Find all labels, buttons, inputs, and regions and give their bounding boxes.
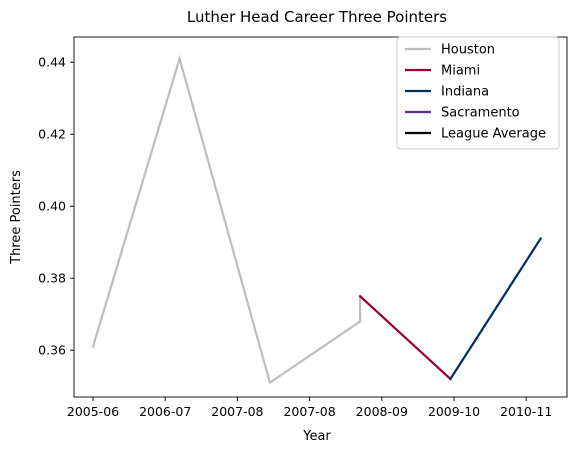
y-tick-label: 0.44 — [38, 55, 66, 70]
series-layer — [91, 54, 543, 385]
series-line-houston — [91, 54, 362, 385]
x-axis-label: Year — [302, 429, 331, 444]
x-tick-label: 2006-07 — [139, 404, 191, 419]
legend-label: Miami — [441, 64, 480, 79]
legend-label: Indiana — [441, 85, 489, 100]
x-tick-label: 2008-09 — [356, 404, 408, 419]
x-tick-label: 2010-11 — [500, 404, 552, 419]
legend: Houston Miami Indiana Sacramento League Aver… — [396, 36, 560, 150]
y-tick-label: 0.42 — [38, 127, 66, 142]
y-tick-label: 0.40 — [38, 199, 66, 214]
series-line-miami — [358, 294, 452, 381]
plot-frame — [73, 36, 568, 398]
x-axis: 2005-06 2006-07 2007-08 2007-08 2008-09 2009-… — [67, 397, 552, 419]
x-tick-label: 2005-06 — [67, 404, 119, 419]
series-line-indiana — [448, 237, 543, 381]
legend-label: League Average — [441, 127, 546, 142]
y-tick-label: 0.36 — [38, 343, 66, 358]
legend-label: Houston — [441, 43, 495, 58]
x-tick-label: 2007-08 — [211, 404, 263, 419]
y-axis-label: Three Pointers — [9, 170, 24, 265]
chart-title: Luther Head Career Three Pointers — [187, 8, 447, 26]
y-axis: 0.36 0.38 0.40 0.42 0.44 — [38, 55, 74, 358]
x-tick-label: 2007-08 — [283, 404, 335, 419]
y-tick-label: 0.38 — [38, 271, 66, 286]
legend-label: Sacramento — [441, 106, 520, 121]
x-tick-label: 2009-10 — [428, 404, 480, 419]
legend-box — [396, 36, 560, 150]
